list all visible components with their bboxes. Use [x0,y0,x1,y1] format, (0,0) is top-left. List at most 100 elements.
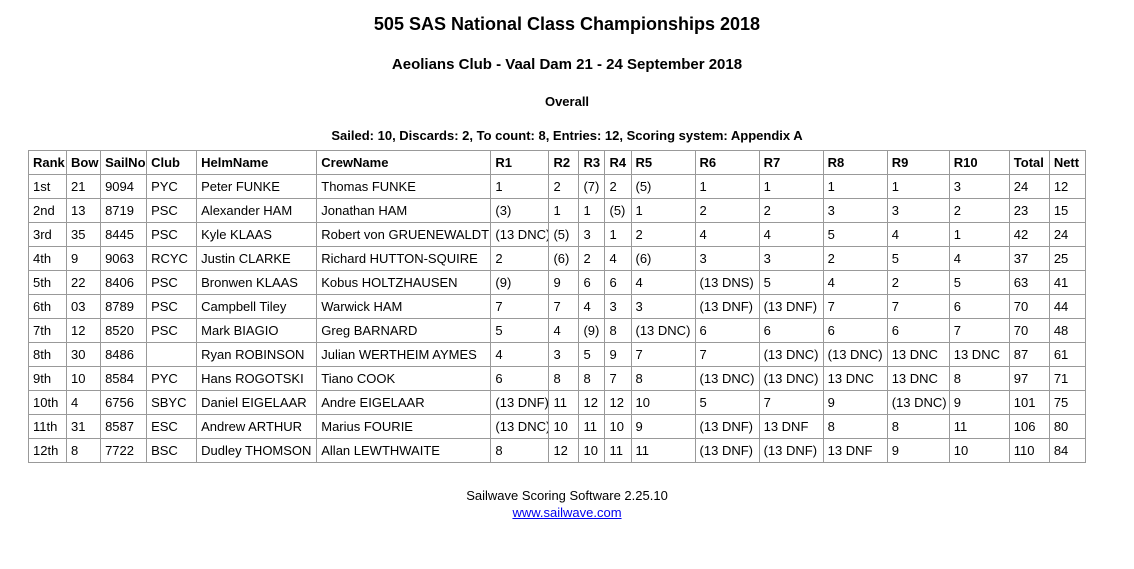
table-cell: 4 [548,318,580,343]
table-cell: 13 DNC [886,342,950,367]
table-cell: (13 DNF) [490,390,550,415]
table-cell: (7) [578,174,606,199]
table-row: 8th 30 8486 Ryan ROBINSON Julian WERTHEIM AY… [27,342,1087,367]
table-cell: 8584 [100,366,148,391]
table-cell: (13 DNF) [694,294,760,319]
table-cell: 1 [886,174,950,199]
table-cell: 6 [758,318,824,343]
table-cell: Warwick HAM [316,294,492,319]
table-cell: 8th [27,342,68,367]
column-header: Nett [1048,150,1087,175]
table-cell: 8 [604,318,632,343]
table-cell: 31 [66,414,102,439]
table-cell: 1 [948,222,1010,247]
table-cell: 4 [66,390,102,415]
table-cell: 4 [758,222,824,247]
table-row: 10th 4 6756 SBYC Daniel EIGELAAR Andre EIGELA… [27,390,1087,415]
table-cell: 2 [948,198,1010,223]
table-cell: 8406 [100,270,148,295]
table-cell: 44 [1048,294,1087,319]
table-cell: 1 [604,222,632,247]
table-cell: Jonathan HAM [316,198,492,223]
table-cell: Andrew ARTHUR [196,414,318,439]
table-cell: 12 [66,318,102,343]
table-cell: 3 [630,294,696,319]
table-cell: 5 [578,342,606,367]
sailwave-link[interactable]: www.sailwave.com [512,505,622,520]
table-cell: 8520 [100,318,148,343]
table-cell: 8587 [100,414,148,439]
table-cell: 8 [948,366,1010,391]
table-cell: 1 [822,174,888,199]
footer: Sailwave Scoring Software 2.25.10 www.sa… [0,487,1134,521]
table-row: 11th 31 8587 ESC Andrew ARTHUR Marius FOURIE(… [27,414,1087,439]
table-cell: 7722 [100,438,148,463]
table-cell: 2 [548,174,580,199]
table-cell: BSC [146,438,198,463]
table-cell: Ryan ROBINSON [196,342,318,367]
table-cell: 2 [604,174,632,199]
table-cell: 7 [822,294,888,319]
column-header: R1 [490,150,550,175]
table-cell: 80 [1048,414,1087,439]
table-cell: 9094 [100,174,148,199]
table-cell: 11 [630,438,696,463]
table-cell: 11th [27,414,68,439]
table-cell: 6 [490,366,550,391]
table-cell: 11 [604,438,632,463]
table-cell: Allan LEWTHWAITE [316,438,492,463]
table-cell: Andre EIGELAAR [316,390,492,415]
column-header: HelmName [196,150,318,175]
table-cell: 1st [27,174,68,199]
table-cell: 5 [886,246,950,271]
table-cell: 10 [578,438,606,463]
table-cell: 5 [490,318,550,343]
table-cell: Tiano COOK [316,366,492,391]
table-cell: 1 [490,174,550,199]
table-cell: 84 [1048,438,1087,463]
table-cell: 4 [886,222,950,247]
table-cell: (5) [604,198,632,223]
table-cell: (13 DNS) [694,270,760,295]
table-cell: (9) [578,318,606,343]
table-cell: 12 [1048,174,1087,199]
table-cell: SBYC [146,390,198,415]
table-cell: PSC [146,198,198,223]
table-cell: 13 DNC [822,366,888,391]
column-header: Club [146,150,198,175]
table-cell: 10 [548,414,580,439]
table-cell: 1 [758,174,824,199]
table-cell: PYC [146,366,198,391]
table-cell: 7 [548,294,580,319]
table-header-row: Rank Bow SailNo Club HelmName CrewName R1 R2 R3 R… [27,150,1087,175]
table-cell: PYC [146,174,198,199]
table-cell: 75 [1048,390,1087,415]
table-cell: 9063 [100,246,148,271]
table-cell: 9 [548,270,580,295]
table-cell: (13 DNC) [758,366,824,391]
table-cell: 13 [66,198,102,223]
table-cell: PSC [146,318,198,343]
table-cell: 6 [694,318,760,343]
software-credit: Sailwave Scoring Software 2.25.10 [466,488,668,503]
table-cell: Daniel EIGELAAR [196,390,318,415]
table-cell: 97 [1008,366,1050,391]
table-cell: Greg BARNARD [316,318,492,343]
table-cell: 1 [548,198,580,223]
table-cell: (13 DNC) [490,222,550,247]
section-title: Overall [544,94,590,109]
table-cell: 42 [1008,222,1050,247]
column-header: R10 [948,150,1010,175]
table-cell: 106 [1008,414,1050,439]
table-cell: (13 DNF) [694,438,760,463]
table-cell: Mark BIAGIO [196,318,318,343]
table-row: 1st 21 9094 PYC Peter FUNKE Thomas FUNKE 1 2 (7)… [27,174,1087,199]
table-cell: 3 [604,294,632,319]
table-cell: 10 [630,390,696,415]
table-cell: (13 DNF) [694,414,760,439]
table-cell: 35 [66,222,102,247]
table-cell: 5 [758,270,824,295]
table-row: 9th 10 8584 PYC Hans ROGOTSKI Tiano COOK 6 8 8 7 8… [27,366,1087,391]
table-cell: 24 [1048,222,1087,247]
table-cell: 6th [27,294,68,319]
